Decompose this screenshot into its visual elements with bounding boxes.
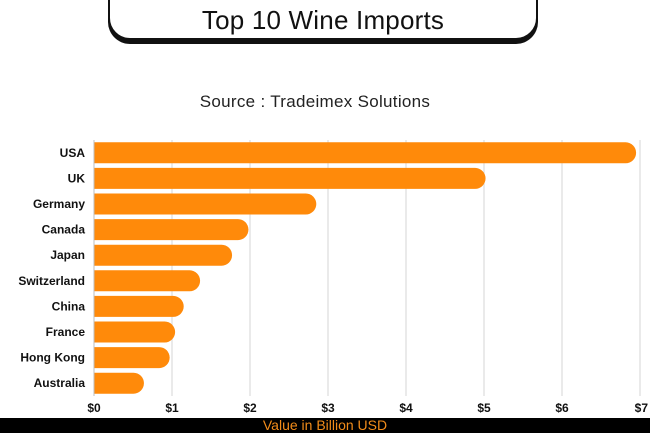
category-label-china: China (52, 299, 86, 313)
x-tick-label-1: $1 (165, 401, 179, 415)
bar-china (94, 295, 184, 317)
category-label-switzerland: Switzerland (18, 274, 85, 288)
x-axis-label: Value in Billion USD (0, 418, 650, 433)
bar-germany (94, 193, 317, 215)
chart-subtitle: Source : Tradeimex Solutions (199, 92, 431, 111)
bar-switzerland (94, 270, 201, 292)
x-tick-label-6: $6 (555, 401, 569, 415)
x-tick-label-3: $3 (321, 401, 335, 415)
bar-france (94, 321, 176, 343)
x-tick-label-2: $2 (243, 401, 257, 415)
chart-title: Top 10 Wine Imports (201, 4, 445, 35)
category-label-australia: Australia (34, 376, 86, 390)
bar-usa (94, 142, 637, 164)
bar-australia (94, 372, 144, 394)
category-label-hong-kong: Hong Kong (20, 351, 85, 365)
category-label-france: France (46, 325, 86, 339)
category-label-japan: Japan (50, 248, 85, 262)
category-label-uk: UK (68, 171, 86, 185)
category-label-canada: Canada (42, 223, 86, 237)
bar-uk (94, 167, 486, 189)
x-tick-label-7: $7 (635, 401, 649, 415)
bar-hong-kong (94, 347, 170, 369)
x-tick-label-4: $4 (399, 401, 413, 415)
bar-canada (94, 219, 249, 241)
category-label-germany: Germany (33, 197, 85, 211)
x-tick-label-0: $0 (87, 401, 101, 415)
bar-japan (94, 244, 233, 266)
category-label-usa: USA (60, 146, 86, 160)
x-tick-label-5: $5 (477, 401, 491, 415)
title-box: Top 10 Wine Imports (108, 0, 538, 40)
